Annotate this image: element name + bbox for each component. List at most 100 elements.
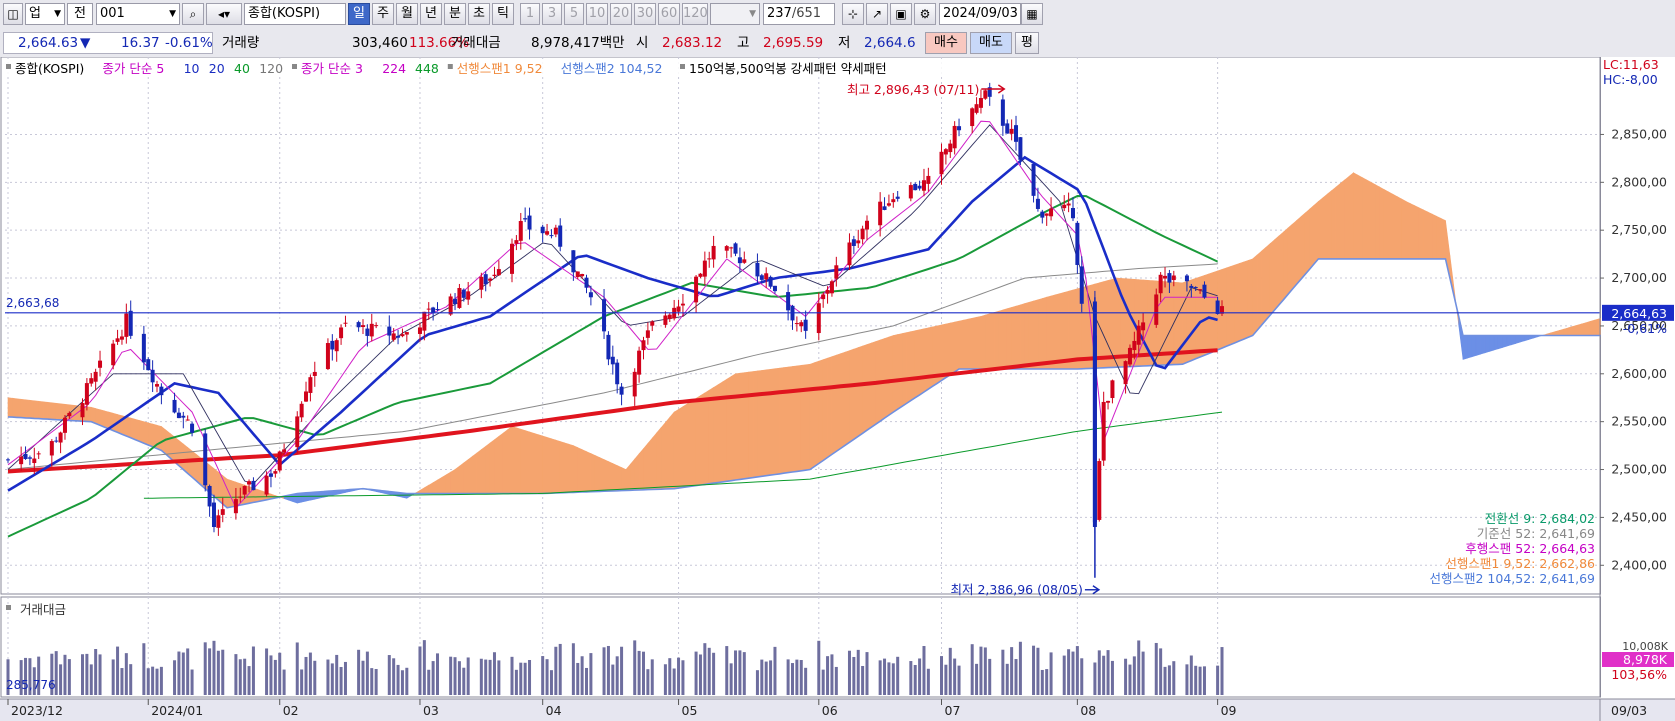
volume-bar xyxy=(852,656,856,695)
interval-button-10[interactable]: 10 xyxy=(586,3,608,25)
cloud-segment xyxy=(90,406,96,424)
volume-bar xyxy=(203,642,207,695)
interval-button-60[interactable]: 60 xyxy=(658,3,680,25)
volume-bar xyxy=(422,640,426,695)
crosshair-icon[interactable]: ⊹ xyxy=(842,3,864,25)
volume-bar xyxy=(1124,658,1128,695)
layout-icon[interactable]: ◫ xyxy=(3,3,23,25)
type-select[interactable]: 업 ▼ xyxy=(25,3,65,25)
candle-body xyxy=(220,509,225,515)
jeon-button[interactable]: 전 xyxy=(67,3,93,25)
cloud-segment xyxy=(586,451,592,493)
candle-body xyxy=(694,276,699,303)
candle-body xyxy=(365,328,370,336)
period-tab-6[interactable]: 틱 xyxy=(492,3,514,25)
volume-bar xyxy=(1102,655,1106,695)
volume-bar xyxy=(85,653,89,695)
candle-body xyxy=(461,289,466,298)
volume-marker-icon xyxy=(6,605,11,610)
period-tab-4[interactable]: 분 xyxy=(444,3,466,25)
x-tick-label: 04 xyxy=(546,703,562,718)
legend-item: 종가 단순 5 xyxy=(102,61,164,76)
volume-bar xyxy=(1032,645,1036,695)
volume-bar xyxy=(558,643,562,695)
save-icon[interactable]: ▣ xyxy=(890,3,912,25)
candle-body xyxy=(483,274,488,285)
volume-bar xyxy=(370,668,374,695)
cloud-segment xyxy=(1243,259,1249,340)
volume-bar xyxy=(975,663,979,695)
candle-body xyxy=(49,441,54,456)
volume-bar xyxy=(514,669,518,695)
period-tab-0[interactable]: 일 xyxy=(348,3,370,25)
candle-body xyxy=(606,334,611,360)
candle-body xyxy=(1171,275,1176,281)
volume-bar xyxy=(940,656,944,695)
trend-icon[interactable]: ↗ xyxy=(866,3,888,25)
interval-button-30[interactable]: 30 xyxy=(634,3,656,25)
code-input[interactable]: 001 ▼ xyxy=(96,3,180,25)
interval-button-120[interactable]: 120 xyxy=(682,3,708,25)
ma5-line xyxy=(7,120,1218,509)
sound-icon[interactable]: ◂▾ xyxy=(206,3,242,25)
cloud-segment xyxy=(546,436,552,494)
period-tab-2[interactable]: 월 xyxy=(396,3,418,25)
cloud-segment xyxy=(498,432,504,494)
legend-item: 10 xyxy=(184,61,200,76)
candle-body xyxy=(1035,198,1040,209)
interval-button-20[interactable]: 20 xyxy=(610,3,632,25)
candle-body xyxy=(387,326,392,336)
blank-select[interactable]: ▼ xyxy=(710,3,760,25)
price-chart[interactable]: 2,663,68 최고 2,896,43 (07/11) 최저 2,386,96 … xyxy=(0,57,1675,721)
cloud-segment xyxy=(1046,295,1052,370)
interval-button-1[interactable]: 1 xyxy=(520,3,540,25)
volume-bar xyxy=(545,659,549,695)
count-field[interactable]: 237/651 xyxy=(763,3,835,25)
sell-button[interactable]: 매도 xyxy=(970,32,1012,54)
candle-body xyxy=(1132,340,1137,351)
cloud-segment xyxy=(980,314,986,370)
date-field[interactable]: 2024/09/03 xyxy=(939,3,1021,25)
gear-icon[interactable]: ⚙ xyxy=(914,3,936,25)
cloud-segment xyxy=(958,319,964,370)
candle-body xyxy=(821,294,826,300)
volume-bar xyxy=(304,656,308,695)
ichimoku-value: 후행스팬 52: 2,664,63 xyxy=(1465,541,1595,556)
cloud-segment xyxy=(989,312,995,370)
lc-label: LC:11,63 xyxy=(1603,57,1659,72)
cloud-segment xyxy=(612,463,618,492)
cloud-segment xyxy=(1361,177,1367,260)
candle-body xyxy=(1127,347,1132,365)
cloud-segment xyxy=(941,323,947,382)
interval-button-3[interactable]: 3 xyxy=(542,3,562,25)
volume-bar xyxy=(519,662,523,695)
period-tab-3[interactable]: 년 xyxy=(420,3,442,25)
search-icon[interactable]: ⌕ xyxy=(182,3,204,25)
period-tab-5[interactable]: 초 xyxy=(468,3,490,25)
cloud-segment xyxy=(757,370,763,478)
legend-marker-icon xyxy=(292,64,297,69)
candle-body xyxy=(277,451,282,471)
candle-body xyxy=(558,225,563,247)
volume-bar xyxy=(541,656,545,695)
cloud-segment xyxy=(673,408,679,490)
cloud-segment xyxy=(1239,261,1245,342)
cloud-segment xyxy=(682,403,688,488)
volume-bar xyxy=(887,662,891,695)
candle-body xyxy=(211,502,216,527)
buy-button[interactable]: 매수 xyxy=(925,32,967,54)
volume-bar xyxy=(111,659,115,695)
candle-body xyxy=(553,227,558,235)
candle-body xyxy=(146,359,151,371)
avg-button[interactable]: 평 xyxy=(1015,32,1039,54)
cloud-segment xyxy=(1375,184,1381,260)
candle-body xyxy=(1079,266,1084,304)
cloud-segment xyxy=(51,402,57,420)
candle-body xyxy=(268,473,273,477)
count-value: 237 xyxy=(767,6,792,21)
volume-bar xyxy=(1110,660,1114,695)
calendar-icon[interactable]: ▦ xyxy=(1021,3,1043,25)
period-tab-1[interactable]: 주 xyxy=(372,3,394,25)
volume-bar xyxy=(1106,650,1110,695)
interval-button-5[interactable]: 5 xyxy=(564,3,584,25)
